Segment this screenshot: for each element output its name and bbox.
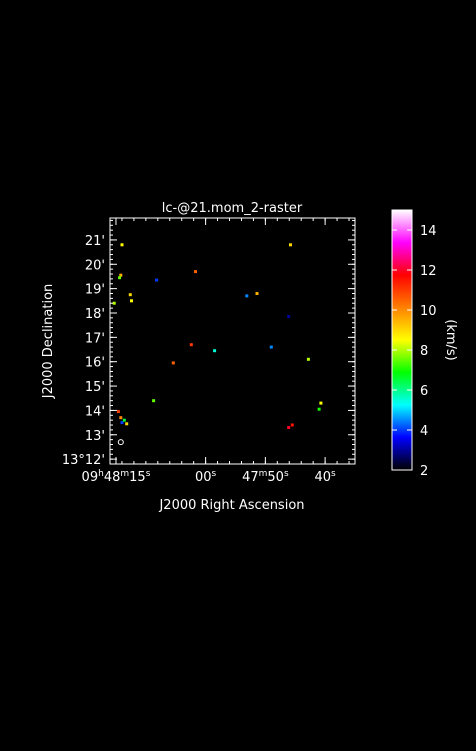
data-pixel: [155, 278, 159, 282]
colorbar-tick-label: 10: [420, 304, 437, 319]
data-pixel: [171, 361, 175, 365]
y-tick-label: 20': [85, 258, 105, 273]
x-axis-label: J2000 Right Ascension: [158, 498, 304, 513]
axis-ticks: 13°12' 13' 14' 15' 16' 17' 18' 19' 20' 21' 09h48m1…: [62, 218, 355, 485]
data-pixel: [130, 299, 133, 303]
colorbar-tick-label: 2: [420, 464, 428, 479]
data-pixel: [125, 422, 129, 426]
x-tick-label: 47m50s: [242, 469, 289, 485]
y-tick-label: 14': [85, 404, 105, 419]
y-tick-label: 18': [85, 307, 105, 322]
data-pixel: [287, 426, 291, 429]
y-axis-label: J2000 Declination: [41, 284, 56, 400]
data-pixel: [116, 410, 120, 414]
data-pixels: [112, 243, 323, 446]
data-pixel: [119, 416, 123, 420]
data-pixel: [120, 421, 124, 425]
x-tick-label: 40s: [314, 469, 336, 485]
x-tick-label: 00s: [195, 469, 217, 485]
data-pixel: [319, 401, 323, 405]
data-pixel: [152, 399, 156, 403]
data-pixel: [194, 270, 197, 274]
data-pixel: [289, 243, 292, 247]
data-pixel: [119, 273, 123, 277]
plot-frame: [109, 217, 356, 465]
data-pixel: [118, 276, 122, 280]
colorbar-tick-label: 14: [420, 224, 437, 239]
y-tick-label: 16': [85, 356, 105, 371]
data-pixel: [189, 343, 193, 347]
colorbar-label: (km/s): [443, 319, 458, 361]
data-pixel: [290, 423, 294, 427]
data-pixel: [122, 418, 126, 422]
y-tick-label: 13': [85, 429, 105, 444]
y-tick-label: 21': [85, 234, 105, 249]
data-pixel: [213, 349, 217, 353]
data-pixel: [306, 357, 310, 361]
y-tick-label: 15': [85, 380, 105, 395]
data-pixel: [112, 301, 116, 305]
colorbar-tick-label: 12: [420, 264, 437, 279]
colorbar-tick-label: 8: [420, 344, 428, 359]
y-tick-label: 17': [85, 331, 105, 346]
data-pixel: [269, 345, 273, 349]
x-tick-label: 09h48m15s: [82, 469, 151, 485]
data-pixel: [120, 243, 124, 247]
beam-marker: [117, 439, 124, 446]
colorbar: [391, 209, 413, 471]
colorbar-ticks: 2 4 6 8 10 12 14: [392, 224, 437, 479]
colorbar-tick-label: 6: [420, 384, 428, 399]
y-tick-label: 19': [85, 283, 105, 298]
colorbar-tick-label: 4: [420, 424, 428, 439]
data-pixel: [287, 315, 291, 319]
data-pixel: [245, 294, 249, 298]
data-pixel: [128, 293, 132, 297]
data-pixel: [317, 407, 321, 411]
data-pixel: [255, 292, 259, 295]
y-tick-label: 13°12': [62, 453, 105, 468]
chart-title: lc-@21.mom_2-raster: [162, 201, 303, 216]
